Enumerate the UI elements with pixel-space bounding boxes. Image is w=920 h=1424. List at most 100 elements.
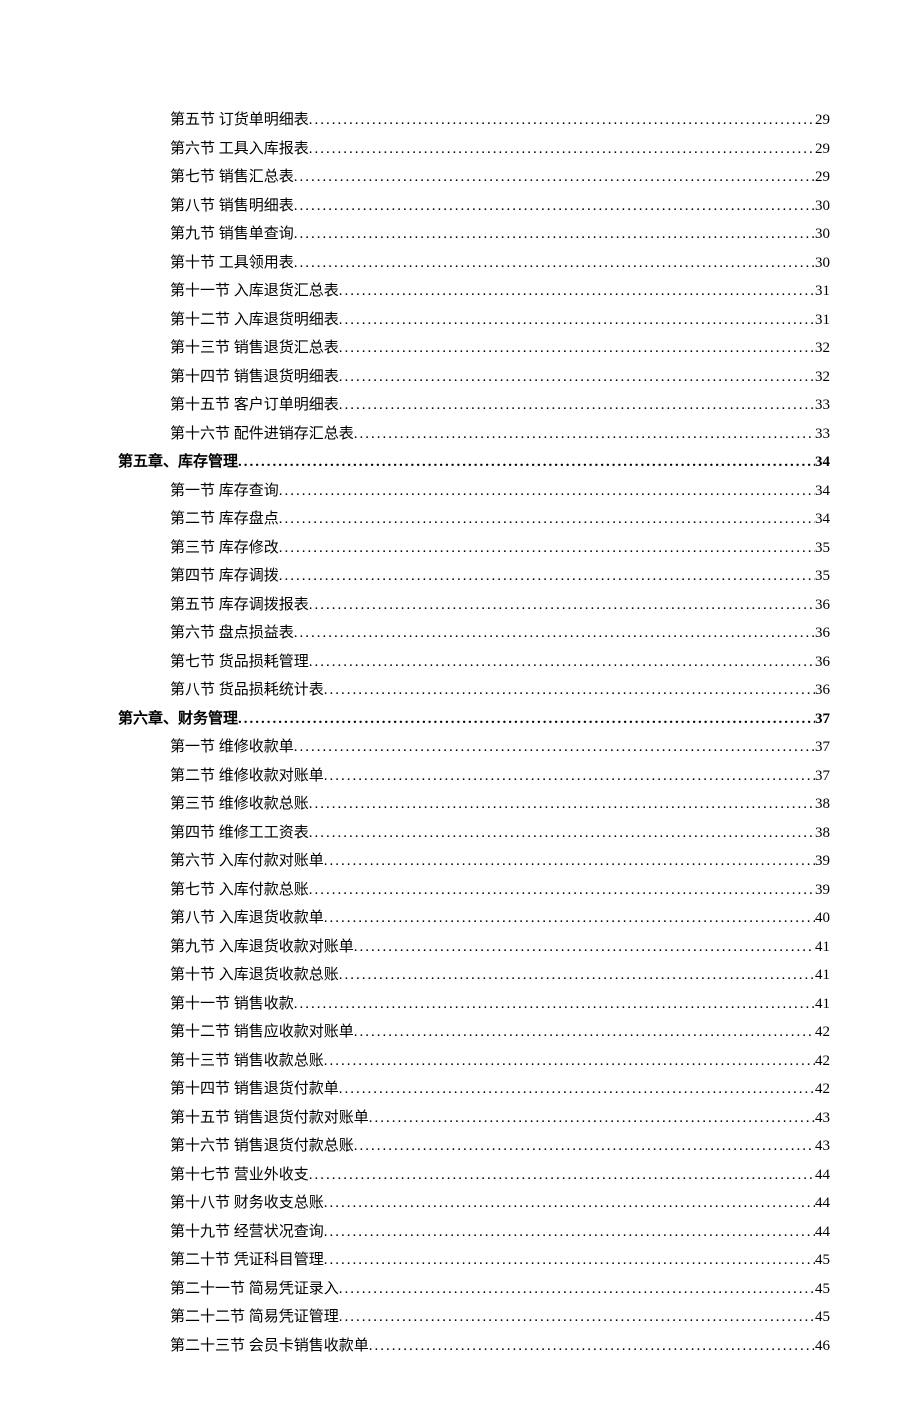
toc-leader-dots: [324, 1250, 815, 1271]
toc-page-number: 45: [815, 1250, 830, 1271]
toc-page-number: 39: [815, 851, 830, 872]
toc-entry: 第十五节 客户订单明细表 33: [90, 395, 830, 416]
toc-chapter-title: 第六章、财务管理: [118, 709, 238, 730]
toc-entry: 第十六节 销售退货付款总账 43: [90, 1136, 830, 1157]
toc-page-number: 37: [815, 737, 830, 758]
toc-leader-dots: [238, 452, 815, 473]
toc-entry: 第六节 入库付款对账单 39: [90, 851, 830, 872]
toc-page-number: 42: [815, 1079, 830, 1100]
toc-entry: 第十八节 财务收支总账44: [90, 1193, 830, 1214]
toc-section-title: 第一节 库存查询: [170, 481, 279, 502]
toc-entry: 第十一节 销售收款41: [90, 994, 830, 1015]
toc-leader-dots: [294, 224, 815, 245]
toc-section-title: 第十二节 入库退货明细表: [170, 310, 339, 331]
toc-entry: 第三节 维修收款总账 38: [90, 794, 830, 815]
toc-entry: 第十一节 入库退货汇总表31: [90, 281, 830, 302]
toc-page-number: 37: [815, 766, 830, 787]
toc-page-number: 31: [815, 281, 830, 302]
toc-entry: 第九节 销售单查询 30: [90, 224, 830, 245]
toc-leader-dots: [309, 794, 815, 815]
toc-page-number: 44: [815, 1193, 830, 1214]
toc-page-number: 41: [815, 937, 830, 958]
toc-page-number: 32: [815, 367, 830, 388]
toc-section-title: 第二十二节 简易凭证管理: [170, 1307, 339, 1328]
toc-page-number: 36: [815, 680, 830, 701]
toc-entry: 第十四节 销售退货付款单42: [90, 1079, 830, 1100]
toc-leader-dots: [369, 1336, 815, 1357]
toc-section-title: 第一节 维修收款单: [170, 737, 294, 758]
toc-page-number: 30: [815, 224, 830, 245]
toc-page-number: 36: [815, 595, 830, 616]
toc-section-title: 第六节 工具入库报表: [170, 139, 309, 160]
toc-section-title: 第九节 销售单查询: [170, 224, 294, 245]
toc-page-number: 32: [815, 338, 830, 359]
toc-leader-dots: [354, 424, 815, 445]
toc-leader-dots: [324, 680, 815, 701]
toc-leader-dots: [309, 823, 815, 844]
toc-page-number: 34: [815, 509, 830, 530]
toc-leader-dots: [309, 1165, 815, 1186]
toc-page-number: 36: [815, 623, 830, 644]
toc-page-number: 44: [815, 1222, 830, 1243]
toc-section-title: 第三节 维修收款总账: [170, 794, 309, 815]
toc-entry: 第十节 工具领用表30: [90, 253, 830, 274]
toc-leader-dots: [339, 338, 815, 359]
toc-leader-dots: [294, 196, 815, 217]
toc-page-number: 38: [815, 794, 830, 815]
toc-page-number: 30: [815, 196, 830, 217]
toc-section-title: 第五节 订货单明细表: [170, 110, 309, 131]
toc-entry: 第十三节 销售退货汇总表32: [90, 338, 830, 359]
toc-entry: 第三节 库存修改 35: [90, 538, 830, 559]
toc-leader-dots: [294, 994, 815, 1015]
toc-section-title: 第十五节 客户订单明细表: [170, 395, 339, 416]
toc-page-number: 33: [815, 395, 830, 416]
toc-leader-dots: [309, 110, 815, 131]
toc-entry: 第二十二节 简易凭证管理45: [90, 1307, 830, 1328]
toc-section-title: 第六节 入库付款对账单: [170, 851, 324, 872]
toc-entry: 第一节 库存查询34: [90, 481, 830, 502]
toc-entry: 第十六节 配件进销存汇总表33: [90, 424, 830, 445]
toc-page-number: 42: [815, 1022, 830, 1043]
toc-entry: 第四节 维修工工资表38: [90, 823, 830, 844]
toc-entry: 第六章、财务管理37: [90, 709, 830, 730]
toc-entry: 第七节 销售汇总表 29: [90, 167, 830, 188]
toc-section-title: 第二十节 凭证科目管理: [170, 1250, 324, 1271]
toc-entry: 第四节 库存调拨35: [90, 566, 830, 587]
toc-leader-dots: [294, 167, 815, 188]
toc-page-number: 38: [815, 823, 830, 844]
toc-leader-dots: [279, 481, 815, 502]
toc-entry: 第十五节 销售退货付款对账单43: [90, 1108, 830, 1129]
toc-page-number: 41: [815, 965, 830, 986]
toc-leader-dots: [324, 766, 815, 787]
toc-leader-dots: [324, 908, 815, 929]
toc-page-number: 35: [815, 566, 830, 587]
toc-leader-dots: [309, 652, 815, 673]
toc-section-title: 第七节 销售汇总表: [170, 167, 294, 188]
toc-leader-dots: [324, 1193, 815, 1214]
toc-section-title: 第五节 库存调拨报表: [170, 595, 309, 616]
toc-entry: 第二十一节 简易凭证录入45: [90, 1279, 830, 1300]
toc-entry: 第九节 入库退货收款对账单41: [90, 937, 830, 958]
toc-leader-dots: [309, 139, 815, 160]
toc-section-title: 第八节 入库退货收款单: [170, 908, 324, 929]
toc-entry: 第十九节 经营状况查询44: [90, 1222, 830, 1243]
toc-leader-dots: [238, 709, 815, 730]
toc-page-number: 45: [815, 1279, 830, 1300]
toc-entry: 第八节 货品损耗统计表36: [90, 680, 830, 701]
toc-section-title: 第三节 库存修改: [170, 538, 279, 559]
toc-entry: 第八节 入库退货收款单40: [90, 908, 830, 929]
toc-page-number: 29: [815, 167, 830, 188]
toc-entry: 第十二节 销售应收款对账单42: [90, 1022, 830, 1043]
toc-page-number: 35: [815, 538, 830, 559]
toc-entry: 第一节 维修收款单 37: [90, 737, 830, 758]
toc-entry: 第六节 工具入库报表29: [90, 139, 830, 160]
toc-section-title: 第七节 入库付款总账: [170, 880, 309, 901]
toc-entry: 第七节 入库付款总账39: [90, 880, 830, 901]
toc-page-number: 43: [815, 1136, 830, 1157]
toc-page-number: 30: [815, 253, 830, 274]
toc-page-number: 42: [815, 1051, 830, 1072]
toc-section-title: 第二十三节 会员卡销售收款单: [170, 1336, 369, 1357]
toc-leader-dots: [339, 1079, 815, 1100]
toc-leader-dots: [324, 1051, 815, 1072]
toc-section-title: 第十六节 销售退货付款总账: [170, 1136, 354, 1157]
